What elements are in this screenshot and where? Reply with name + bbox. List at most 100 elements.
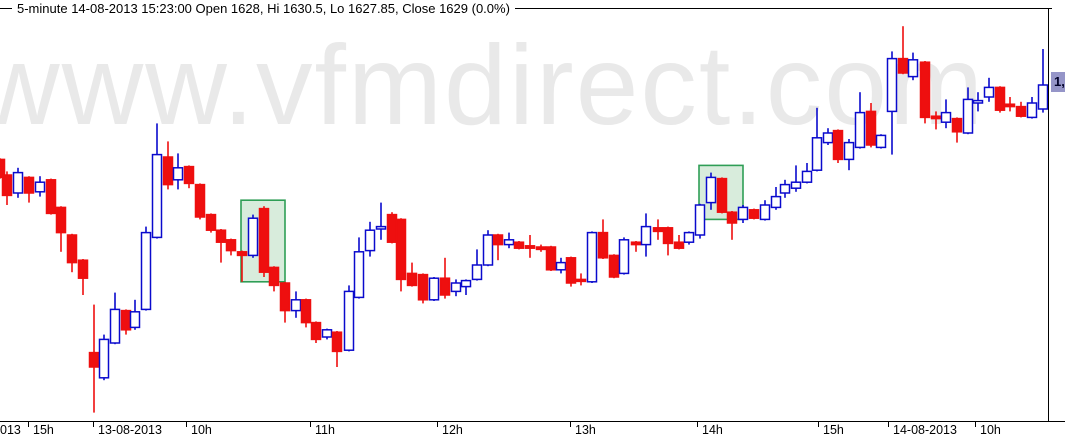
candle-body-up: [375, 225, 387, 230]
candle-body-down: [575, 278, 587, 283]
chart-title: 5-minute 14-08-2013 15:23:00 Open 1628, …: [12, 1, 515, 16]
candle-body-down: [1015, 105, 1027, 117]
candle-body-down: [215, 229, 227, 243]
candle-body-up: [1026, 102, 1038, 119]
candle-body-up: [811, 137, 823, 171]
candle-body-up: [482, 234, 494, 266]
candle-body-up: [12, 171, 24, 194]
candle-body-up: [940, 111, 952, 123]
candle-body-down: [513, 241, 525, 249]
candle-body-up: [683, 231, 695, 243]
candle-body-up: [460, 279, 472, 288]
axis-tick-label: 14h: [702, 423, 723, 437]
candle-body-down: [268, 266, 280, 287]
candle-body-up: [428, 277, 440, 301]
candle-body-up: [172, 167, 184, 181]
candle-body-up: [129, 311, 141, 329]
candle-body-up: [875, 134, 887, 149]
candle-body-down: [183, 165, 195, 185]
candle-body-up: [770, 195, 782, 209]
candle-body-down: [832, 129, 844, 161]
candle-body-down: [608, 254, 620, 278]
candle-body-down: [162, 156, 174, 186]
candle-body-down: [77, 259, 89, 279]
candle-body-up: [1037, 84, 1049, 110]
axis-tick-label: 13-08-2013: [98, 423, 162, 437]
candle-body-down: [406, 272, 418, 287]
candle-body-up: [759, 204, 771, 221]
candle-body-down: [1, 174, 13, 197]
candle-body-up: [343, 290, 355, 351]
candle-body-down: [630, 241, 642, 246]
candle-body-up: [886, 57, 898, 113]
candle-body-down: [279, 282, 291, 312]
axis-tick-label: 12h: [442, 423, 463, 437]
axis-tick-label: 10h: [191, 423, 212, 437]
candle-body-down: [88, 351, 100, 368]
candle-body-down: [652, 227, 664, 233]
candle-body-up: [34, 181, 46, 193]
candle-body-down: [55, 206, 67, 234]
candle-body-down: [0, 158, 6, 179]
candle-body-up: [586, 231, 598, 283]
axis-tick-label: 10h: [980, 423, 1001, 437]
axis-tick-label: 11h: [315, 423, 335, 437]
candle-body-up: [503, 239, 515, 246]
candle-body-up: [843, 141, 855, 161]
axis-tick-label: 15h: [823, 423, 844, 437]
candle-body-up: [140, 231, 152, 311]
candle-body-down: [417, 273, 429, 301]
candle-body-up: [801, 170, 813, 183]
candle-body-down: [748, 209, 760, 219]
candle-body-up: [737, 206, 749, 221]
candle-body-down: [726, 211, 738, 224]
candle-body-up: [618, 239, 630, 275]
candle-body-down: [662, 227, 674, 245]
candle-body-down: [236, 251, 248, 257]
candle-body-up: [151, 153, 163, 239]
candle-body-down: [524, 245, 536, 249]
candle-body-up: [353, 251, 365, 299]
candle-body-down: [205, 213, 217, 231]
candle-body-down: [994, 86, 1006, 111]
candle-body-down: [66, 234, 78, 264]
candle-body-up: [555, 261, 567, 271]
candle-body-down: [492, 234, 504, 246]
candle-body-down: [930, 115, 942, 120]
candle-body-down: [897, 57, 909, 74]
candle-body-up: [98, 338, 110, 379]
watermark: www.vfmdirect.com: [0, 22, 986, 148]
candle-body-up: [972, 99, 984, 104]
candle-body-up: [364, 229, 376, 252]
candle-body-down: [310, 321, 322, 341]
axis-tick-label: 15h: [33, 423, 54, 437]
candle-body-down: [673, 241, 685, 249]
candle-body-down: [45, 179, 57, 215]
candle-body-down: [23, 176, 35, 194]
candle-body-up: [705, 176, 717, 204]
candle-body-down: [919, 61, 931, 119]
candle-body-up: [321, 329, 333, 338]
candle-body-down: [565, 257, 577, 284]
axis-tick-label: 14-08-2013: [893, 423, 957, 437]
candle-body-up: [822, 132, 834, 144]
candle-body-down: [716, 177, 728, 213]
candle-body-up: [907, 59, 919, 78]
candle-body-down: [535, 246, 547, 251]
candle-body-down: [331, 331, 343, 353]
candle-body-down: [439, 277, 451, 296]
candle-body-down: [300, 299, 312, 324]
candle-body-up: [962, 98, 974, 134]
candle-body-down: [395, 218, 407, 281]
candle-body-up: [854, 111, 866, 149]
axis-tick-label: 013: [0, 423, 21, 437]
candle-body-up: [790, 181, 802, 189]
candle-body-up: [983, 86, 995, 98]
candle-body-up: [450, 282, 462, 293]
candle-body-up: [694, 204, 706, 236]
last-price-badge: 1,: [1051, 72, 1065, 92]
candle-body-up: [640, 225, 652, 246]
candle-body-down: [597, 231, 609, 259]
candle-body-down: [865, 110, 877, 146]
